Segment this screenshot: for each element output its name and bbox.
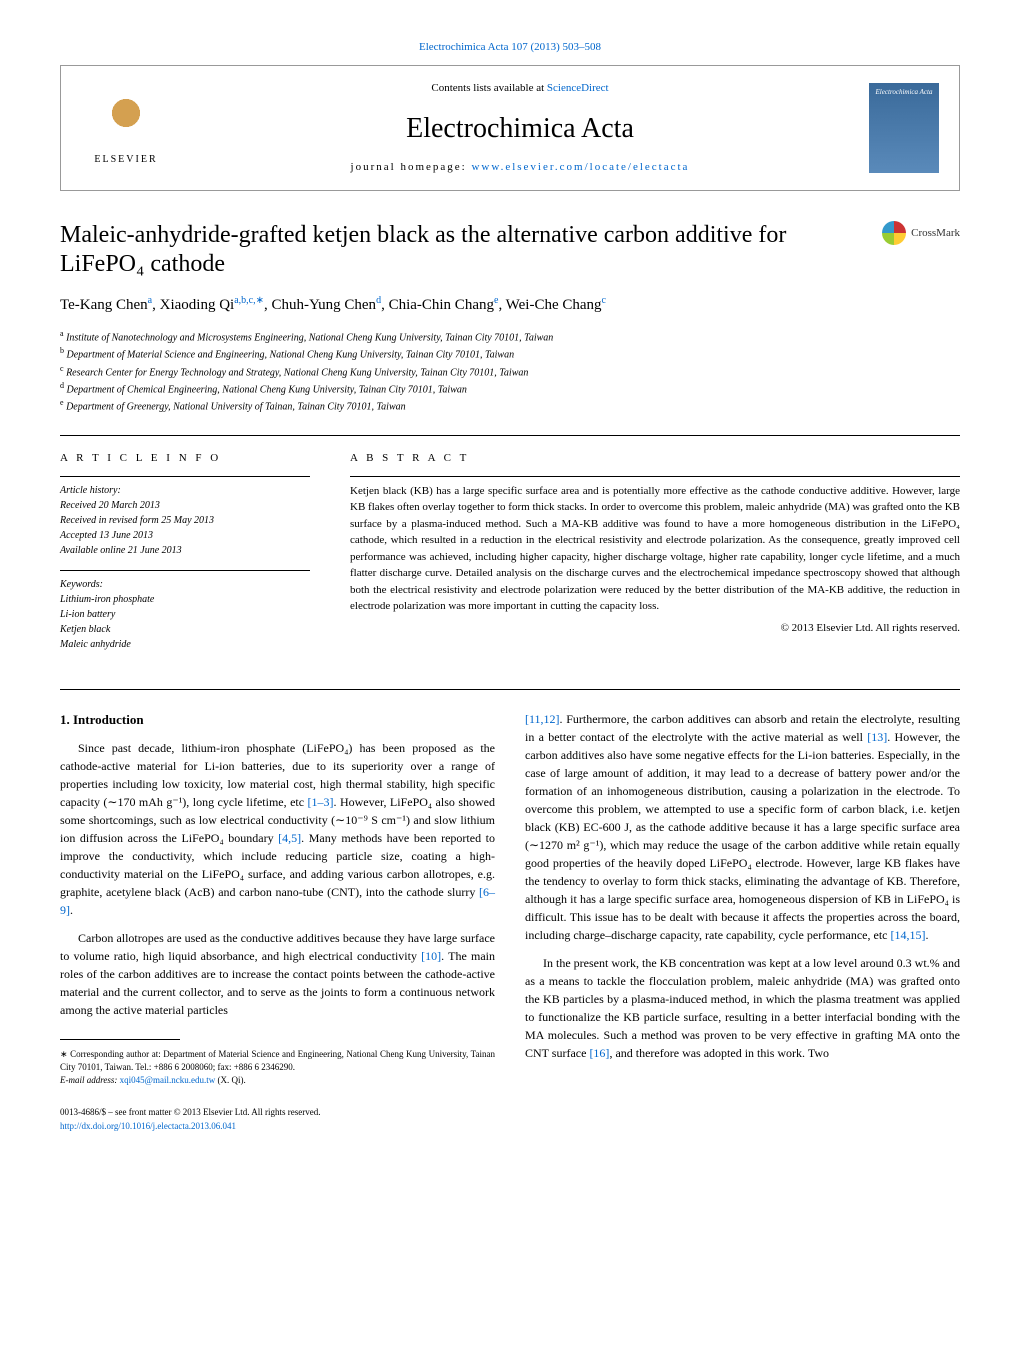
affiliation-line: c Research Center for Energy Technology … xyxy=(60,363,960,380)
keyword: Lithium-iron phosphate xyxy=(60,592,310,607)
article-info-heading: A R T I C L E I N F O xyxy=(60,451,310,466)
article-history: Article history: Received 20 March 2013 … xyxy=(60,483,310,558)
ref-link[interactable]: [13] xyxy=(867,730,887,744)
abstract-col: A B S T R A C T Ketjen black (KB) has a … xyxy=(350,451,960,664)
history-line: Accepted 13 June 2013 xyxy=(60,528,310,543)
history-line: Available online 21 June 2013 xyxy=(60,543,310,558)
ref-link[interactable]: [1–3] xyxy=(308,795,334,809)
abstract-divider xyxy=(350,476,960,477)
section-1-heading: 1. Introduction xyxy=(60,710,495,730)
ref-link[interactable]: [4,5] xyxy=(278,831,301,845)
body-col-right: [11,12]. Furthermore, the carbon additiv… xyxy=(525,710,960,1133)
intro-para-3: In the present work, the KB concentratio… xyxy=(525,954,960,1062)
keywords-block: Keywords: Lithium-iron phosphate Li-ion … xyxy=(60,577,310,652)
article-info-col: A R T I C L E I N F O Article history: R… xyxy=(60,451,310,664)
divider-top xyxy=(60,435,960,436)
info-divider-1 xyxy=(60,476,310,477)
body-columns: 1. Introduction Since past decade, lithi… xyxy=(60,710,960,1133)
crossmark-badge[interactable]: CrossMark xyxy=(882,221,960,245)
intro-para-2-cont: [11,12]. Furthermore, the carbon additiv… xyxy=(525,710,960,944)
homepage-prefix: journal homepage: xyxy=(351,161,472,173)
keyword: Ketjen black xyxy=(60,622,310,637)
contents-prefix: Contents lists available at xyxy=(431,82,546,94)
keyword: Li-ion battery xyxy=(60,607,310,622)
affiliation-line: b Department of Material Science and Eng… xyxy=(60,345,960,362)
history-line: Received in revised form 25 May 2013 xyxy=(60,513,310,528)
contents-line: Contents lists available at ScienceDirec… xyxy=(191,81,849,96)
divider-mid xyxy=(60,689,960,690)
authors-line: Te-Kang Chena, Xiaoding Qia,b,c,∗, Chuh-… xyxy=(60,294,960,316)
ref-link[interactable]: [11,12] xyxy=(525,712,560,726)
abstract-text: Ketjen black (KB) has a large specific s… xyxy=(350,483,960,615)
email-label: E-mail address: xyxy=(60,1075,120,1085)
footnote-divider xyxy=(60,1039,180,1040)
journal-header: ELSEVIER Contents lists available at Sci… xyxy=(60,65,960,191)
doi-link[interactable]: http://dx.doi.org/10.1016/j.electacta.20… xyxy=(60,1121,236,1131)
homepage-line: journal homepage: www.elsevier.com/locat… xyxy=(191,160,849,175)
affiliation-line: d Department of Chemical Engineering, Na… xyxy=(60,380,960,397)
top-citation-link[interactable]: Electrochimica Acta 107 (2013) 503–508 xyxy=(60,40,960,55)
article-title: Maleic-anhydride-grafted ketjen black as… xyxy=(60,221,862,279)
corresponding-text: ∗ Corresponding author at: Department of… xyxy=(60,1048,495,1073)
ref-link[interactable]: [16] xyxy=(589,1046,609,1060)
ref-link[interactable]: [10] xyxy=(421,949,441,963)
history-line: Received 20 March 2013 xyxy=(60,498,310,513)
sciencedirect-link[interactable]: ScienceDirect xyxy=(547,82,609,94)
history-label: Article history: xyxy=(60,483,310,498)
abstract-copyright: © 2013 Elsevier Ltd. All rights reserved… xyxy=(350,621,960,636)
abstract-heading: A B S T R A C T xyxy=(350,451,960,466)
crossmark-icon xyxy=(882,221,906,245)
elsevier-label: ELSEVIER xyxy=(94,153,157,167)
email-line: E-mail address: xqi045@mail.ncku.edu.tw … xyxy=(60,1074,495,1087)
keyword: Maleic anhydride xyxy=(60,637,310,652)
journal-cover-thumb: Electrochimica Acta xyxy=(869,83,939,173)
info-divider-2 xyxy=(60,570,310,571)
affiliation-line: e Department of Greenergy, National Univ… xyxy=(60,397,960,414)
elsevier-tree-icon xyxy=(96,89,156,149)
email-suffix: (X. Qi). xyxy=(215,1075,246,1085)
intro-para-2-start: Carbon allotropes are used as the conduc… xyxy=(60,929,495,1019)
title-row: Maleic-anhydride-grafted ketjen black as… xyxy=(60,221,960,279)
homepage-link[interactable]: www.elsevier.com/locate/electacta xyxy=(471,161,689,173)
bottom-info: 0013-4686/$ – see front matter © 2013 El… xyxy=(60,1106,495,1133)
crossmark-label: CrossMark xyxy=(911,226,960,241)
elsevier-logo: ELSEVIER xyxy=(81,83,171,173)
corresponding-footnote: ∗ Corresponding author at: Department of… xyxy=(60,1048,495,1086)
header-center: Contents lists available at ScienceDirec… xyxy=(191,81,849,175)
body-col-left: 1. Introduction Since past decade, lithi… xyxy=(60,710,495,1133)
info-abstract-row: A R T I C L E I N F O Article history: R… xyxy=(60,451,960,664)
keywords-label: Keywords: xyxy=(60,577,310,592)
email-link[interactable]: xqi045@mail.ncku.edu.tw xyxy=(120,1075,216,1085)
front-matter-line: 0013-4686/$ – see front matter © 2013 El… xyxy=(60,1106,495,1120)
intro-para-1: Since past decade, lithium-iron phosphat… xyxy=(60,739,495,919)
affiliation-line: a Institute of Nanotechnology and Micros… xyxy=(60,328,960,345)
ref-link[interactable]: [14,15] xyxy=(890,928,925,942)
affiliations-block: a Institute of Nanotechnology and Micros… xyxy=(60,328,960,415)
journal-name: Electrochimica Acta xyxy=(191,109,849,148)
